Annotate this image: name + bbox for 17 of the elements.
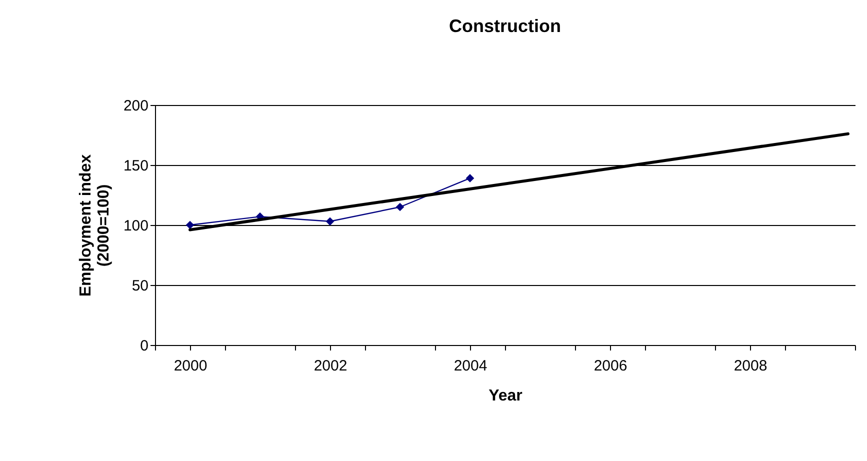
y-tick-label: 150 bbox=[123, 158, 148, 174]
y-tick-label: 0 bbox=[140, 338, 148, 354]
x-tick-label: 2004 bbox=[454, 358, 488, 374]
point bbox=[396, 202, 404, 212]
y-tick-label: 200 bbox=[123, 98, 148, 114]
y-tick-label: 50 bbox=[132, 278, 148, 294]
chart-title: Construction bbox=[449, 16, 561, 36]
x-tick-label: 2000 bbox=[174, 358, 208, 374]
x-tick-label: 2002 bbox=[314, 358, 348, 374]
point bbox=[186, 220, 194, 230]
x-tick-label: 2006 bbox=[594, 358, 628, 374]
y-axis-title: Employment index (2000=100) bbox=[77, 154, 112, 297]
x-axis-title: Year bbox=[488, 388, 522, 404]
point bbox=[326, 217, 334, 226]
x-tick-label: 2008 bbox=[734, 358, 768, 374]
point bbox=[466, 174, 474, 182]
y-tick-label: 100 bbox=[123, 218, 148, 234]
